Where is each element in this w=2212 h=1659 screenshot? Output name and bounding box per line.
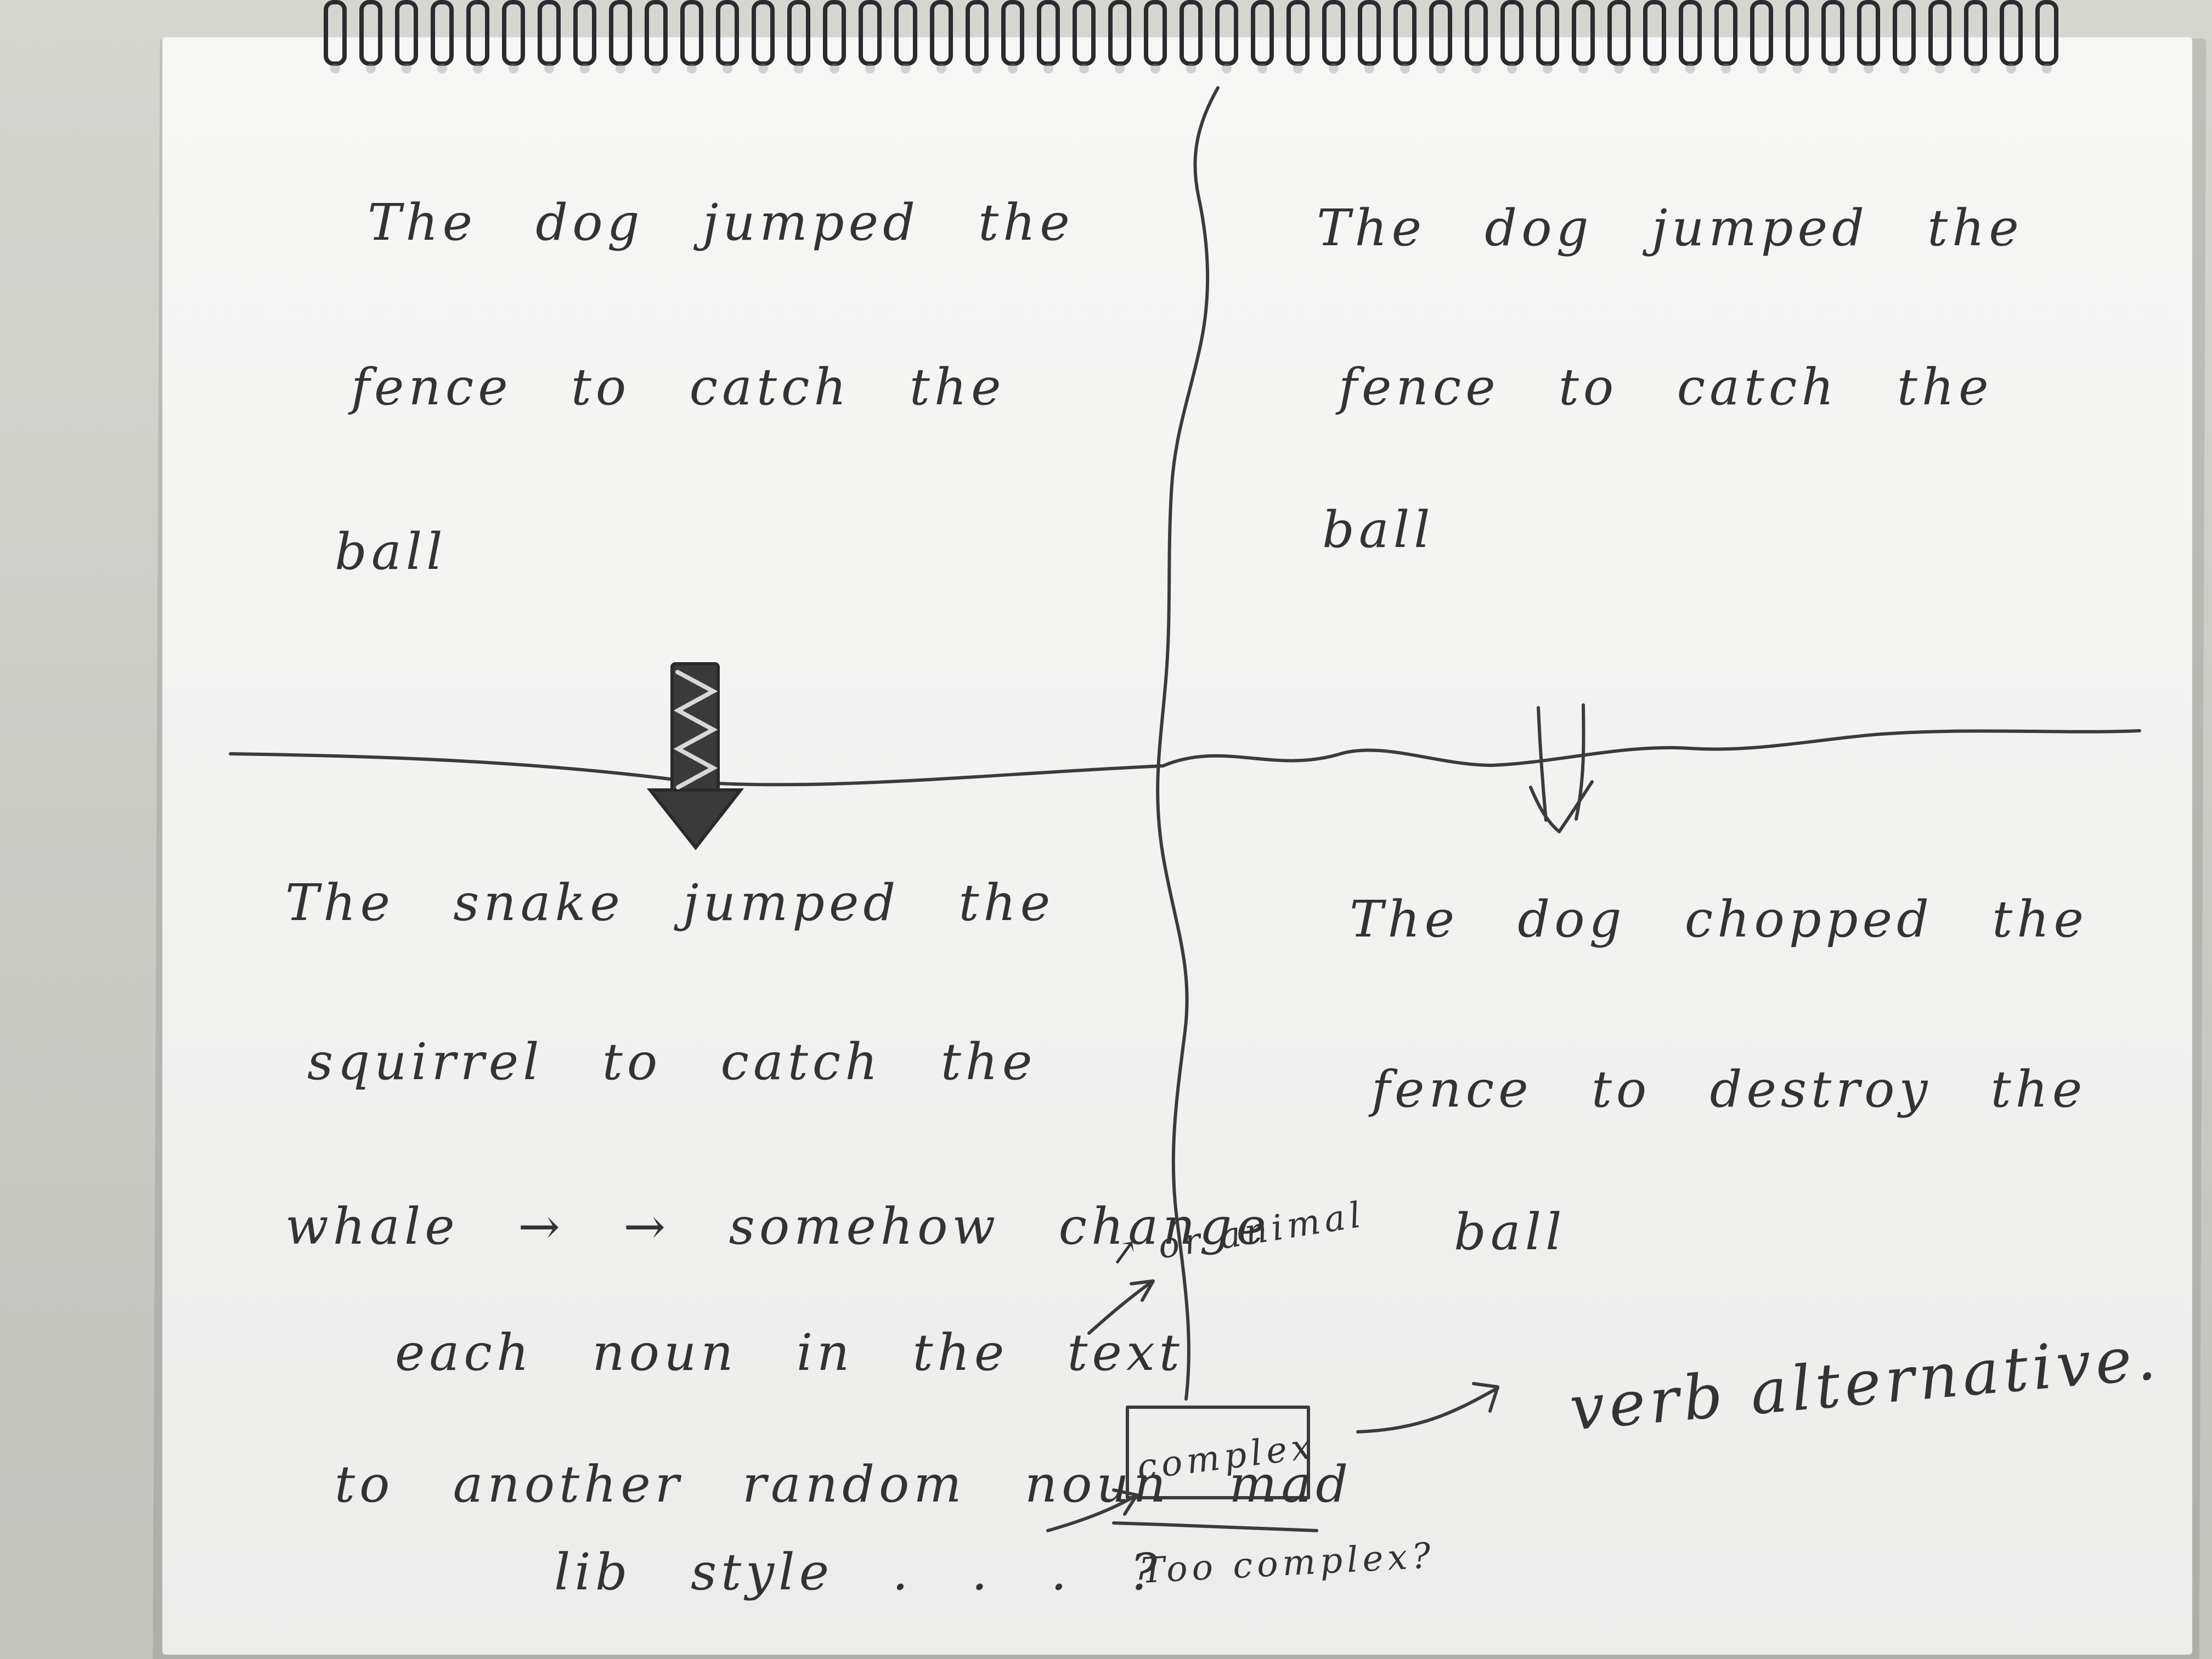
spiral-ring [1108, 0, 1131, 74]
spiral-ring [324, 0, 347, 74]
spiral-ring [359, 0, 382, 74]
arrow-to-complex-icon [1046, 1488, 1138, 1532]
vertical-divider-line [1156, 86, 1220, 1401]
spiral-ring [680, 0, 703, 74]
spiral-ring [1893, 0, 1916, 74]
bottom-left-line-1: The snake jumped the [285, 873, 1055, 932]
spiral-ring [1215, 0, 1238, 74]
spiral-ring [1322, 0, 1345, 74]
spiral-ring [1073, 0, 1096, 74]
spiral-ring [1643, 0, 1666, 74]
spiral-ring [2035, 0, 2058, 74]
spiral-ring [1500, 0, 1523, 74]
top-right-line-1: The dog jumped the [1317, 199, 2023, 257]
bottom-right-line-2: fence to destroy the [1372, 1060, 2087, 1119]
spiral-ring [894, 0, 917, 74]
bottom-right-line-1: The dog chopped the [1350, 890, 2088, 949]
horizontal-divider-line-right [1161, 729, 2141, 768]
arrow-to-or-animal-icon [1087, 1279, 1155, 1335]
spiral-ring [502, 0, 525, 74]
spiral-ring [1251, 0, 1274, 74]
spiral-ring [1679, 0, 1702, 74]
spiral-ring [787, 0, 810, 74]
spiral-ring [573, 0, 596, 74]
top-left-line-2: fence to catch the [351, 358, 1006, 416]
double-line-down-arrow-icon [1529, 703, 1594, 833]
spiral-ring [1607, 0, 1630, 74]
spiral-ring [1037, 0, 1060, 74]
shaded-down-arrow-icon [646, 662, 744, 850]
spiral-ring [1180, 0, 1203, 74]
spiral-ring [1393, 0, 1417, 74]
spiral-ring [1786, 0, 1809, 74]
spiral-ring [1358, 0, 1381, 74]
spiral-ring [1572, 0, 1595, 74]
spiral-ring [930, 0, 953, 74]
spiral-ring [1714, 0, 1737, 74]
spiral-ring [1536, 0, 1559, 74]
bottom-left-line-6: lib style . . . ? [554, 1543, 1162, 1601]
complex-box [1126, 1406, 1310, 1499]
spiral-ring [2000, 0, 2023, 74]
spiral-ring [1144, 0, 1167, 74]
spiral-ring [1429, 0, 1452, 74]
sketch-paper [162, 36, 2192, 1655]
spiral-ring [1286, 0, 1310, 74]
bottom-left-line-5: to another random noun mad [335, 1455, 1353, 1514]
spiral-ring [1857, 0, 1880, 74]
top-right-line-3: ball [1322, 500, 1435, 559]
spiral-ring [395, 0, 418, 74]
top-left-line-3: ball [335, 522, 447, 581]
bottom-left-line-2: squirrel to catch the [307, 1032, 1037, 1091]
spiral-ring [538, 0, 561, 74]
top-left-line-1: The dog jumped the [368, 193, 1074, 252]
spiral-ring [752, 0, 775, 74]
spiral-ring [859, 0, 882, 74]
spiral-ring [609, 0, 632, 74]
complex-underline [1112, 1521, 1318, 1532]
arrow-to-verb-alternative-icon [1356, 1382, 1499, 1434]
top-right-line-2: fence to catch the [1339, 358, 1993, 416]
bottom-left-line-4: each noun in the text [395, 1323, 1184, 1382]
bottom-left-line-3: whale → → somehow change [285, 1197, 1271, 1256]
bottom-right-line-3: ball [1454, 1203, 1566, 1261]
spiral-ring [1465, 0, 1488, 74]
spiral-ring [1821, 0, 1844, 74]
spiral-ring [823, 0, 846, 74]
spiral-ring [716, 0, 739, 74]
spiral-ring [966, 0, 989, 74]
spiral-ring [1928, 0, 1951, 74]
spiral-ring [1001, 0, 1024, 74]
spiral-ring [466, 0, 489, 74]
spiral-ring [431, 0, 454, 74]
spiral-ring [1964, 0, 1987, 74]
spiral-ring [645, 0, 668, 74]
spiral-ring [1750, 0, 1773, 74]
